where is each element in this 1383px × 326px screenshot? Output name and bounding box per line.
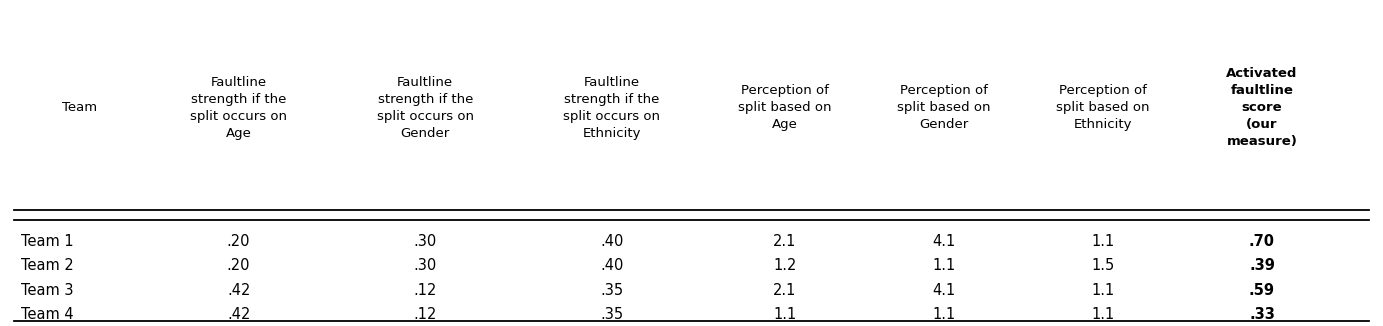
Text: .30: .30: [414, 234, 437, 249]
Text: 1.1: 1.1: [1091, 283, 1115, 298]
Text: Perception of
split based on
Age: Perception of split based on Age: [739, 84, 831, 131]
Text: 1.1: 1.1: [1091, 234, 1115, 249]
Text: .20: .20: [227, 234, 250, 249]
Text: .42: .42: [227, 307, 250, 322]
Text: 2.1: 2.1: [773, 283, 797, 298]
Text: .30: .30: [414, 258, 437, 273]
Text: Team 4: Team 4: [21, 307, 73, 322]
Text: Team 3: Team 3: [21, 283, 73, 298]
Text: 1.1: 1.1: [1091, 307, 1115, 322]
Text: .20: .20: [227, 258, 250, 273]
Text: .70: .70: [1249, 234, 1275, 249]
Text: Team: Team: [62, 101, 97, 114]
Text: .40: .40: [600, 234, 624, 249]
Text: 1.1: 1.1: [932, 307, 956, 322]
Text: .59: .59: [1249, 283, 1275, 298]
Text: Perception of
split based on
Ethnicity: Perception of split based on Ethnicity: [1057, 84, 1149, 131]
Text: .35: .35: [600, 283, 624, 298]
Text: Faultline
strength if the
split occurs on
Ethnicity: Faultline strength if the split occurs o…: [563, 76, 661, 140]
Text: .12: .12: [414, 307, 437, 322]
Text: .35: .35: [600, 307, 624, 322]
Text: 4.1: 4.1: [932, 283, 956, 298]
Text: Team 1: Team 1: [21, 234, 73, 249]
Text: 1.5: 1.5: [1091, 258, 1115, 273]
Text: 1.1: 1.1: [932, 258, 956, 273]
Text: 2.1: 2.1: [773, 234, 797, 249]
Text: Faultline
strength if the
split occurs on
Gender: Faultline strength if the split occurs o…: [376, 76, 474, 140]
Text: .40: .40: [600, 258, 624, 273]
Text: .42: .42: [227, 283, 250, 298]
Text: Perception of
split based on
Gender: Perception of split based on Gender: [898, 84, 990, 131]
Text: .33: .33: [1249, 307, 1275, 322]
Text: .39: .39: [1249, 258, 1275, 273]
Text: Activated
faultline
score
(our
measure): Activated faultline score (our measure): [1227, 67, 1297, 148]
Text: Faultline
strength if the
split occurs on
Age: Faultline strength if the split occurs o…: [189, 76, 288, 140]
Text: 1.2: 1.2: [773, 258, 797, 273]
Text: 4.1: 4.1: [932, 234, 956, 249]
Text: .12: .12: [414, 283, 437, 298]
Text: 1.1: 1.1: [773, 307, 797, 322]
Text: Team 2: Team 2: [21, 258, 73, 273]
